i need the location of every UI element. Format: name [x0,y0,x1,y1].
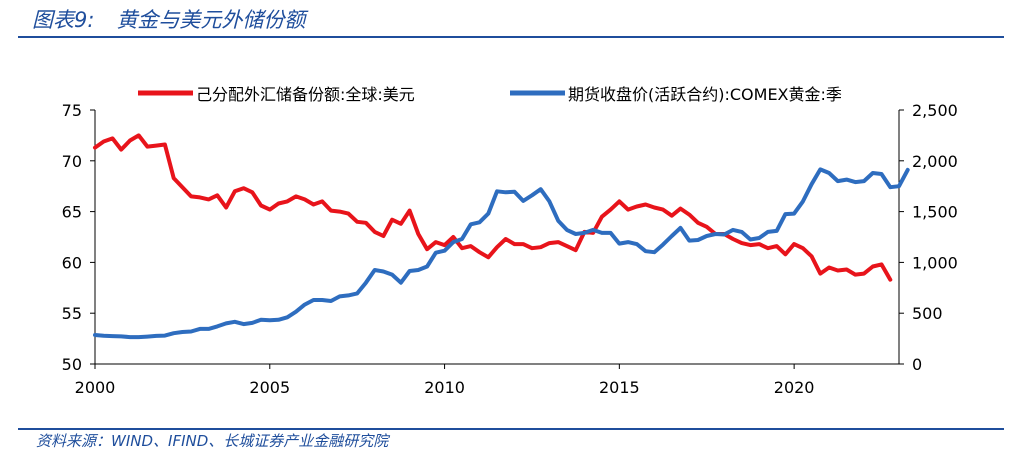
x-tick-label: 2005 [249,378,290,397]
y-left-tick-label: 65 [62,203,82,222]
series-lines [93,133,910,340]
y-left-tick-label: 55 [62,304,82,323]
usd-reserve-share-line [93,133,893,282]
y-left-tick-label: 50 [62,355,82,374]
y-right-tick-label: 1,500 [912,203,958,222]
axes: 50 55 60 65 70 75 0 500 1,000 1,500 2,000 2,500 2000… [62,101,958,397]
figure-title-text: 黄金与美元外储份额 [116,8,306,32]
comex-gold-price-line [93,167,910,340]
figure-number: 图表9: [32,8,95,32]
title-divider [18,36,1004,38]
legend: 己分配外汇储备份额:全球:美元 期货收盘价(活跃合约):COMEX黄金:季 [138,85,842,104]
y-right-tick-label: 2,000 [912,152,958,171]
y-left-tick-label: 70 [62,152,82,171]
x-tick-label: 2020 [774,378,815,397]
legend-label-gold-price: 期货收盘价(活跃合约):COMEX黄金:季 [568,85,842,104]
x-tick-label: 2010 [424,378,465,397]
legend-label-usd-share: 己分配外汇储备份额:全球:美元 [196,85,415,104]
x-tick-label: 2015 [599,378,640,397]
y-left-tick-label: 75 [62,101,82,120]
y-right-tick-label: 2,500 [912,101,958,120]
y-right-tick-label: 0 [912,355,922,374]
figure-title: 图表9: 黄金与美元外储份额 [32,4,305,34]
y-right-tick-label: 500 [912,304,943,323]
y-left-tick-label: 60 [62,253,82,272]
source-note: 资料来源：WIND、IFIND、长城证券产业金融研究院 [36,432,389,450]
x-tick-label: 2000 [75,378,116,397]
y-right-tick-label: 1,000 [912,253,958,272]
source-divider [18,428,1004,430]
